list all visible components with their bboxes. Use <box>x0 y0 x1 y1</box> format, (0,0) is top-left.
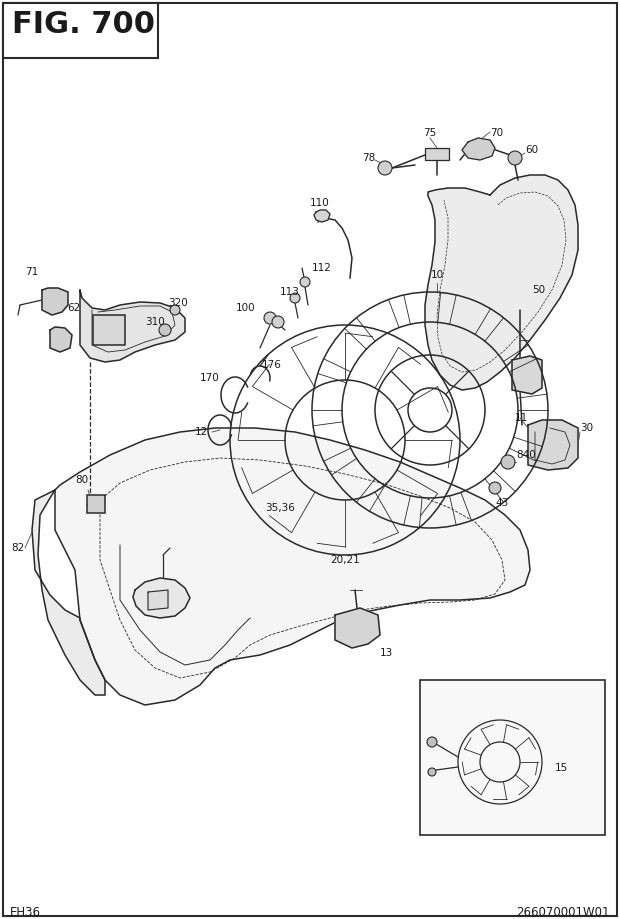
Polygon shape <box>512 356 542 394</box>
Text: 12: 12 <box>195 427 208 437</box>
Text: 11: 11 <box>515 413 528 423</box>
Text: 60: 60 <box>525 145 538 155</box>
Bar <box>3 3 158 58</box>
Text: 176: 176 <box>262 360 282 370</box>
Bar <box>93 315 125 345</box>
Circle shape <box>300 277 310 287</box>
Text: 15: 15 <box>555 763 569 773</box>
Text: 62: 62 <box>67 303 80 313</box>
Text: 82: 82 <box>12 543 25 553</box>
Polygon shape <box>50 327 72 352</box>
Bar <box>420 680 605 835</box>
Text: 112: 112 <box>312 263 332 273</box>
Circle shape <box>290 293 300 303</box>
Polygon shape <box>32 490 105 695</box>
Circle shape <box>264 312 276 324</box>
Text: 78: 78 <box>361 153 375 163</box>
Circle shape <box>170 305 180 315</box>
Polygon shape <box>462 138 495 160</box>
Polygon shape <box>80 290 185 362</box>
Text: 43: 43 <box>495 498 508 508</box>
Circle shape <box>159 324 171 336</box>
Text: 310: 310 <box>145 317 165 327</box>
Polygon shape <box>425 175 578 390</box>
Polygon shape <box>335 608 380 648</box>
Text: EH36: EH36 <box>10 906 41 919</box>
Circle shape <box>427 737 437 747</box>
Polygon shape <box>42 288 68 315</box>
Polygon shape <box>133 578 190 618</box>
Text: 35,36: 35,36 <box>265 503 295 513</box>
Circle shape <box>428 768 436 776</box>
Circle shape <box>508 151 522 165</box>
Text: 71: 71 <box>25 267 38 277</box>
Polygon shape <box>528 420 578 470</box>
Text: 113: 113 <box>280 287 300 297</box>
Bar <box>87 495 105 513</box>
Text: 320: 320 <box>168 298 188 308</box>
Text: 170: 170 <box>200 373 220 383</box>
Text: 100: 100 <box>236 303 255 313</box>
Circle shape <box>489 482 501 494</box>
Circle shape <box>272 316 284 328</box>
Text: 840: 840 <box>516 450 536 460</box>
Polygon shape <box>148 590 168 610</box>
Circle shape <box>378 161 392 175</box>
Text: 13: 13 <box>380 648 393 658</box>
Polygon shape <box>55 428 530 705</box>
Text: 266070001W01: 266070001W01 <box>516 906 610 919</box>
Text: 20,21: 20,21 <box>330 555 360 565</box>
Text: 75: 75 <box>423 128 436 138</box>
Text: FIG. 700: FIG. 700 <box>12 10 155 39</box>
Polygon shape <box>314 210 330 222</box>
Text: 50: 50 <box>532 285 545 295</box>
Text: 80: 80 <box>75 475 88 485</box>
Text: 70: 70 <box>490 128 503 138</box>
Text: eReplacementParts.com: eReplacementParts.com <box>234 514 386 527</box>
Bar <box>425 148 449 160</box>
Text: 110: 110 <box>310 198 330 208</box>
Text: 30: 30 <box>580 423 593 433</box>
Text: 10: 10 <box>430 270 443 280</box>
Circle shape <box>501 455 515 469</box>
